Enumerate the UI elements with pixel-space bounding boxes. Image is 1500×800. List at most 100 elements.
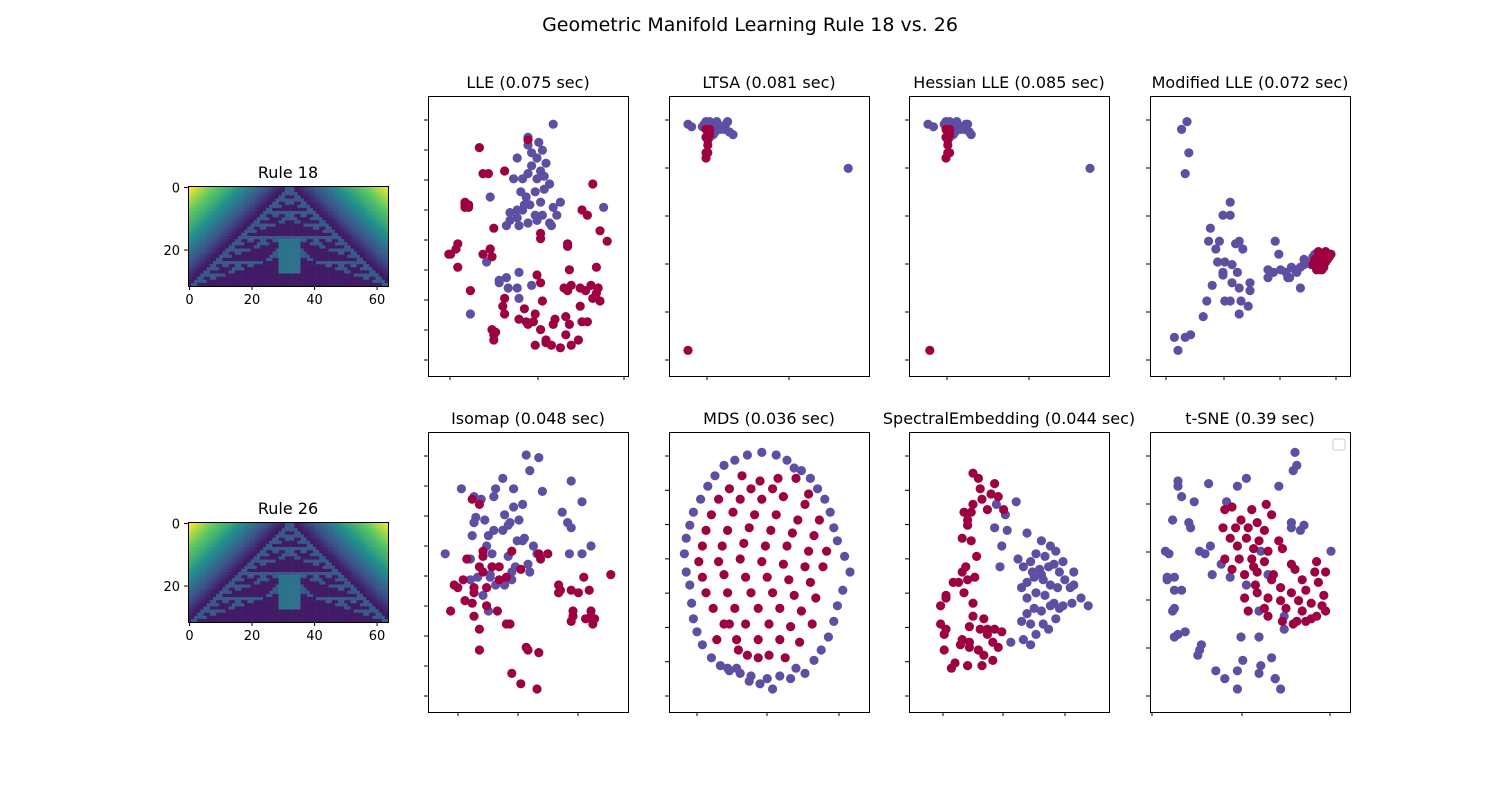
heatmap-cell xyxy=(197,264,201,268)
heatmap-cell xyxy=(313,556,317,560)
heatmap-cell xyxy=(284,223,289,227)
heatmap-cell xyxy=(241,572,245,576)
heatmap-cell xyxy=(209,603,214,607)
heatmap-cell xyxy=(259,547,264,551)
heatmap-cell xyxy=(319,553,323,557)
heatmap-cell xyxy=(356,612,361,617)
heatmap-cell xyxy=(353,220,358,224)
heatmap-cell xyxy=(303,189,308,193)
heatmap-cell xyxy=(213,207,217,212)
heatmap-cell xyxy=(378,600,383,604)
heatmap-cell xyxy=(191,223,195,227)
data-point xyxy=(543,549,553,559)
heatmap-cell xyxy=(375,553,379,557)
heatmap-cell xyxy=(369,195,373,199)
heatmap-cell xyxy=(244,239,248,243)
heatmap-cell xyxy=(297,522,301,526)
heatmap-cell xyxy=(209,245,214,249)
heatmap-cell xyxy=(300,279,304,284)
heatmap-cell xyxy=(303,562,308,567)
heatmap-cell xyxy=(188,267,192,271)
heatmap-cell xyxy=(331,192,336,196)
data-point xyxy=(735,494,745,504)
heatmap-cell xyxy=(341,270,345,274)
heatmap-cell xyxy=(334,590,339,595)
heatmap-cell xyxy=(206,600,211,604)
heatmap-cell xyxy=(263,254,267,259)
heatmap-cell xyxy=(319,214,323,218)
heatmap-cell xyxy=(216,600,220,604)
heatmap-cell xyxy=(350,615,354,620)
heatmap-cell xyxy=(309,543,314,548)
data-point xyxy=(936,601,946,611)
heatmap-cell xyxy=(256,273,261,277)
heatmap-cell xyxy=(322,273,326,277)
data-point xyxy=(697,541,708,551)
heatmap-cell xyxy=(356,192,361,196)
heatmap-cell xyxy=(313,242,317,246)
heatmap-cell xyxy=(328,553,333,557)
heatmap-cell xyxy=(216,575,220,579)
heatmap-cell xyxy=(322,600,326,604)
heatmap-cell xyxy=(378,584,383,588)
heatmap-cell xyxy=(206,267,211,271)
heatmap-cell xyxy=(194,232,198,237)
heatmap-cell xyxy=(278,568,283,573)
heatmap-cell xyxy=(309,600,314,604)
heatmap-cell xyxy=(272,550,276,554)
heatmap-cell xyxy=(375,217,379,221)
heatmap-cell xyxy=(334,543,339,548)
heatmap-cell xyxy=(231,537,236,542)
heatmap-cell xyxy=(303,207,308,212)
heatmap-cell xyxy=(213,261,217,265)
heatmap-cell xyxy=(291,226,295,231)
heatmap-cell xyxy=(188,600,192,604)
heatmap-cell xyxy=(225,593,229,598)
heatmap-cell xyxy=(241,198,245,202)
heatmap-cell xyxy=(344,239,348,243)
heatmap-cell xyxy=(278,597,283,601)
heatmap-cell xyxy=(372,186,376,190)
heatmap-cell xyxy=(266,267,270,271)
heatmap-cell xyxy=(225,251,229,256)
heatmap-cell xyxy=(384,534,389,538)
heatmap-cell xyxy=(191,553,195,557)
data-point xyxy=(685,580,695,590)
heatmap-cell xyxy=(297,618,301,623)
heatmap-cell xyxy=(356,550,361,554)
heatmap-cell xyxy=(191,201,195,206)
heatmap-cell xyxy=(234,239,239,243)
heatmap-cell xyxy=(284,195,289,199)
heatmap-cell xyxy=(247,612,251,617)
heatmap-cell xyxy=(206,559,211,563)
heatmap-cell xyxy=(306,186,311,190)
heatmap-cell xyxy=(206,264,211,268)
heatmap-cell xyxy=(300,245,304,249)
heatmap-cell xyxy=(338,597,342,601)
heatmap-cell xyxy=(216,553,220,557)
heatmap-cell xyxy=(369,559,373,563)
heatmap-cell xyxy=(188,581,192,585)
heatmap-cell xyxy=(203,559,208,563)
heatmap-cell xyxy=(303,192,308,196)
heatmap-cell xyxy=(369,522,373,526)
heatmap-cell xyxy=(247,214,251,218)
heatmap-cell xyxy=(363,251,367,256)
heatmap-cell xyxy=(263,587,267,592)
heatmap-cell xyxy=(288,245,292,249)
heatmap-cell xyxy=(313,232,317,237)
heatmap-cell xyxy=(266,198,270,202)
heatmap-cell xyxy=(259,264,264,268)
data-point xyxy=(986,489,996,499)
heatmap-cell xyxy=(328,239,333,243)
heatmap-cell xyxy=(278,198,283,202)
data-point xyxy=(977,494,987,504)
heatmap-cell xyxy=(197,226,201,231)
data-point xyxy=(541,158,551,168)
heatmap-cell xyxy=(231,603,236,607)
heatmap-cell xyxy=(225,568,229,573)
heatmap-cell xyxy=(238,609,242,613)
heatmap-cell xyxy=(359,267,364,271)
heatmap-cell xyxy=(309,236,314,240)
heatmap-cell xyxy=(197,189,201,193)
